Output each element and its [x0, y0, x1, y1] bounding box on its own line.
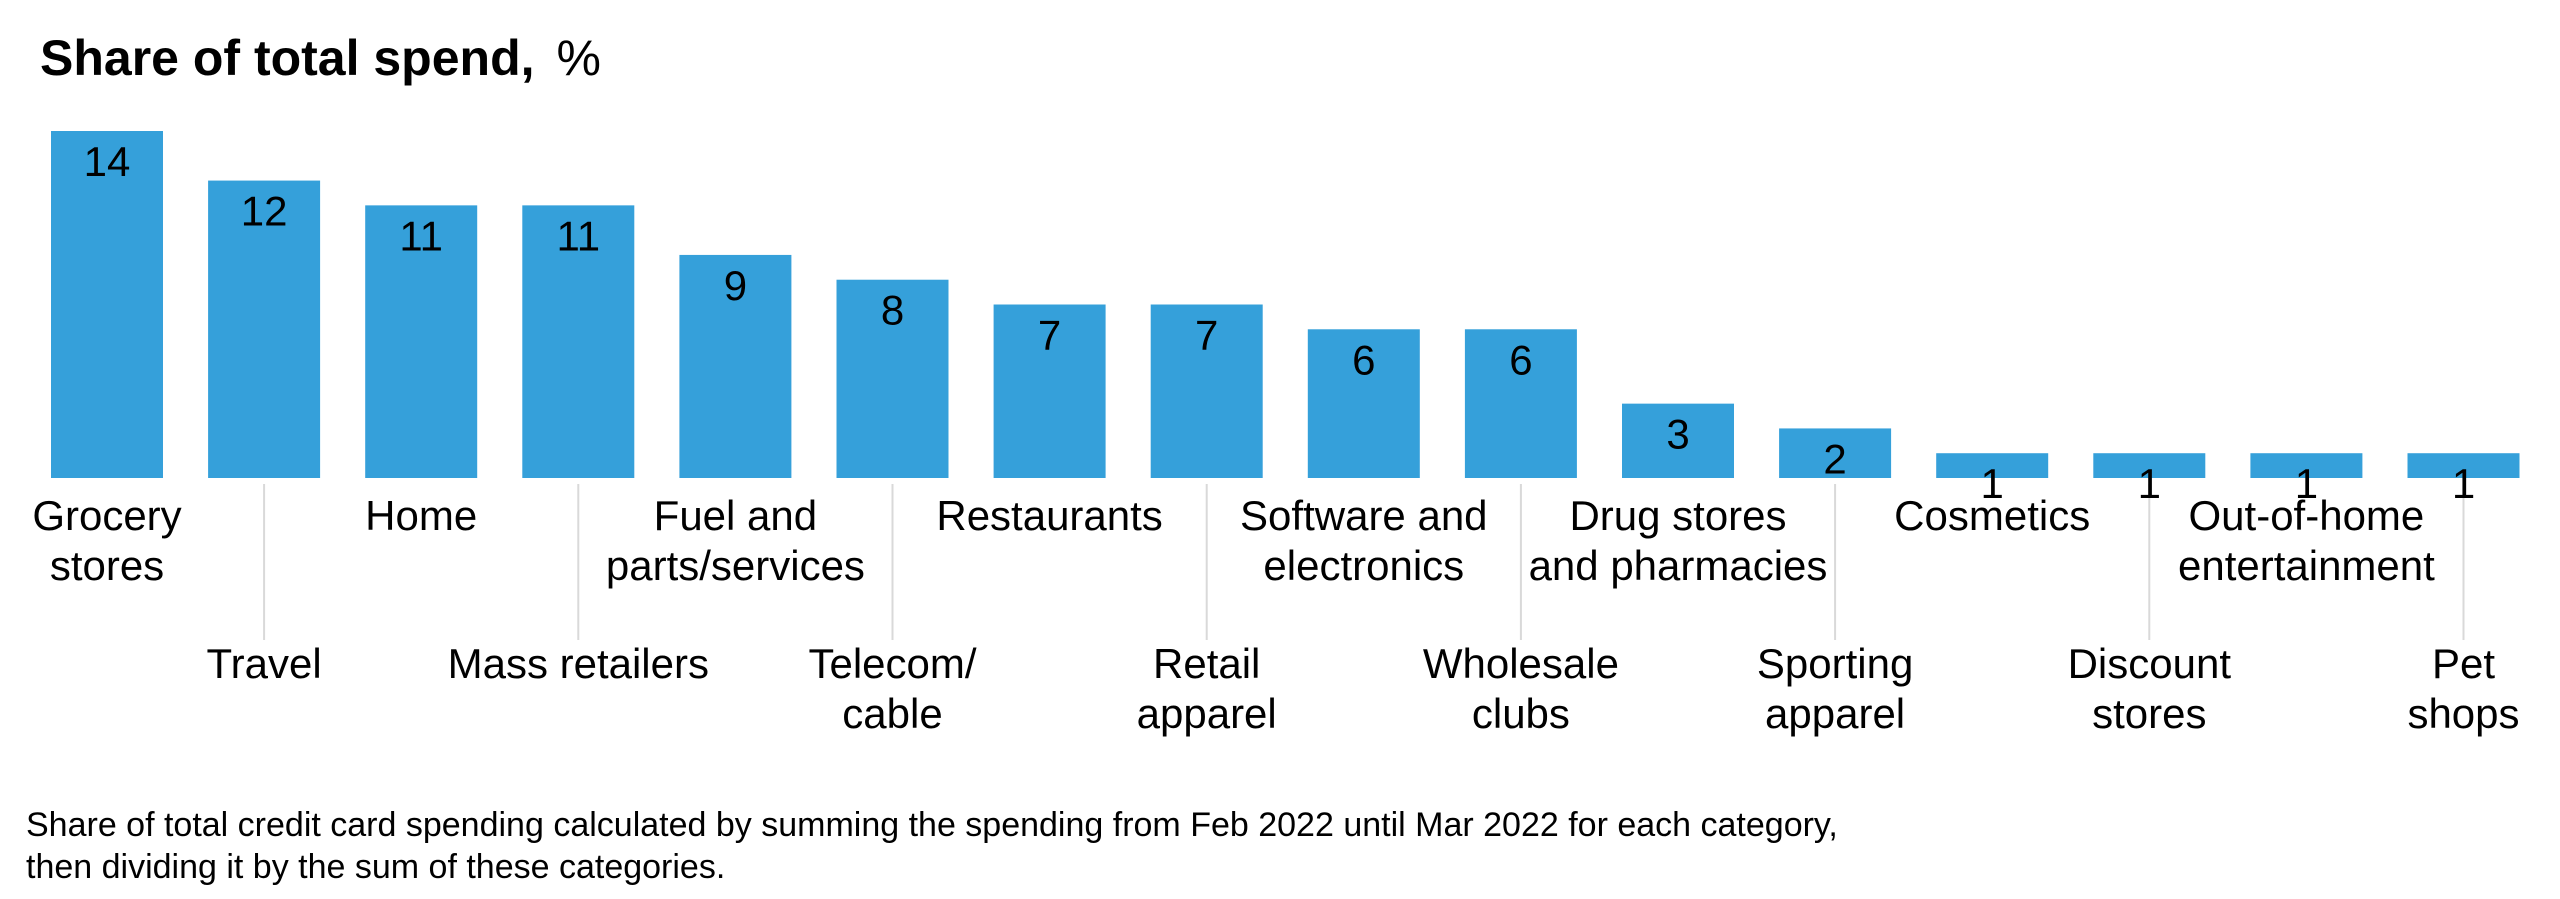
chart-unit: % — [556, 30, 601, 86]
category-label-software-and-electronics-line-1: Software and — [1240, 492, 1488, 539]
category-label-grocery-stores-line-1: Grocery — [32, 492, 181, 539]
data-label-grocery-stores: 14 — [84, 138, 131, 185]
data-label-out-of-home-entertainment: 1 — [2295, 460, 2318, 507]
data-label-telecom-cable: 8 — [881, 287, 904, 334]
category-label-mass-retailers: Mass retailers — [448, 640, 709, 687]
data-label-cosmetics: 1 — [1981, 460, 2004, 507]
category-label-cosmetics: Cosmetics — [1894, 492, 2090, 539]
data-label-mass-retailers: 11 — [556, 212, 600, 259]
category-label-wholesale-clubs-line-1: Wholesale — [1423, 640, 1619, 687]
data-label-discount-stores: 1 — [2138, 460, 2161, 507]
category-label-home: Home — [365, 492, 477, 539]
chart-title: Share of total spend,% — [40, 28, 601, 88]
category-label-sporting-apparel-line-1: Sporting — [1757, 640, 1913, 687]
bar-pet-shops — [2407, 453, 2520, 478]
footnote: Share of total credit card spending calc… — [26, 804, 2126, 888]
footnote-line-1: Share of total credit card spending calc… — [26, 806, 1838, 844]
category-label-wholesale-clubs-line-2: clubs — [1472, 690, 1570, 737]
category-label-discount-stores-line-1: Discount — [2068, 640, 2232, 687]
category-label-software-and-electronics-line-2: electronics — [1263, 542, 1464, 589]
data-label-pet-shops: 1 — [2452, 460, 2475, 507]
data-label-software-and-electronics: 6 — [1352, 336, 1375, 383]
data-label-wholesale-clubs: 6 — [1509, 336, 1532, 383]
category-label-discount-stores-line-2: stores — [2092, 690, 2206, 737]
bar-fuel-and-parts-services — [679, 254, 792, 478]
category-label-restaurants: Restaurants — [936, 492, 1162, 539]
data-label-retail-apparel: 7 — [1195, 312, 1218, 359]
bar-grocery-stores — [51, 131, 163, 478]
category-label-travel: Travel — [207, 640, 322, 687]
data-label-sporting-apparel: 2 — [1823, 435, 1846, 482]
bar-travel — [208, 180, 321, 479]
bar-software-and-electronics — [1307, 329, 1420, 478]
category-label-retail-apparel-line-2: apparel — [1137, 690, 1277, 737]
category-label-fuel-and-parts-services-line-2: parts/services — [606, 542, 865, 589]
bar-telecom-cable — [836, 279, 949, 478]
bar-drug-stores-and-pharmacies — [1622, 403, 1734, 478]
bar-out-of-home-entertainment — [2250, 453, 2363, 478]
category-label-sporting-apparel-line-2: apparel — [1765, 690, 1905, 737]
bar-cosmetics — [1936, 453, 2049, 478]
category-label-out-of-home-entertainment-line-1: Out-of-home — [2189, 492, 2425, 539]
bar-sporting-apparel — [1779, 428, 1892, 478]
data-label-fuel-and-parts-services: 9 — [724, 262, 747, 309]
category-label-pet-shops-line-2: shops — [2407, 690, 2519, 737]
bar-wholesale-clubs — [1464, 329, 1577, 478]
category-label-pet-shops-line-1: Pet — [2432, 640, 2495, 687]
data-label-restaurants: 7 — [1038, 312, 1061, 359]
category-label-retail-apparel-line-1: Retail — [1153, 640, 1260, 687]
bar-restaurants — [993, 304, 1106, 478]
data-label-home: 11 — [399, 212, 443, 259]
bar-retail-apparel — [1150, 304, 1263, 478]
category-label-telecom-cable-line-1: Telecom/ — [808, 640, 976, 687]
footnote-line-2: then dividing it by the sum of these cat… — [26, 848, 726, 886]
category-label-out-of-home-entertainment-line-2: entertainment — [2178, 542, 2435, 589]
category-label-drug-stores-and-pharmacies-line-2: and pharmacies — [1529, 542, 1828, 589]
bar-mass-retailers — [522, 205, 635, 478]
category-label-fuel-and-parts-services-line-1: Fuel and — [654, 492, 817, 539]
data-label-drug-stores-and-pharmacies: 3 — [1666, 411, 1689, 458]
category-label-drug-stores-and-pharmacies-line-1: Drug stores — [1569, 492, 1786, 539]
data-label-travel: 12 — [241, 188, 288, 235]
bar-home — [365, 205, 478, 478]
bar-discount-stores — [2093, 453, 2206, 478]
category-label-telecom-cable-line-2: cable — [842, 690, 942, 737]
category-label-grocery-stores-line-2: stores — [50, 542, 164, 589]
chart-title-text: Share of total spend, — [40, 30, 535, 86]
